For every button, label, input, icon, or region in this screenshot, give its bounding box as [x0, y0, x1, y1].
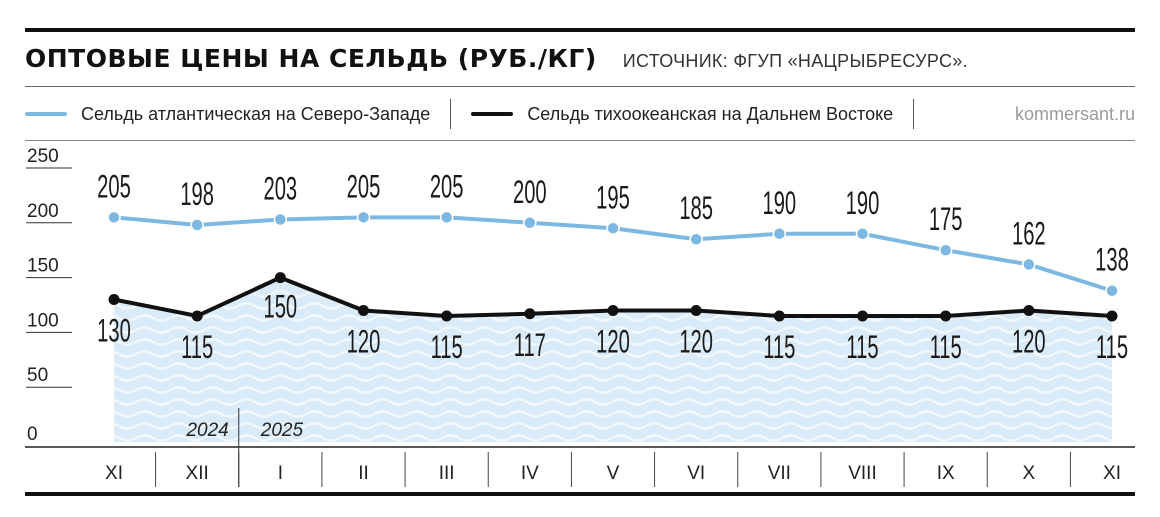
data-point-atlantic — [1022, 257, 1036, 272]
chart-source: ИСТОЧНИК: ФГУП «НАЦРЫБРЕСУРС». — [622, 51, 968, 71]
data-point-pacific — [274, 272, 286, 284]
data-label-atlantic: 195 — [596, 180, 630, 216]
data-label-pacific: 115 — [763, 329, 795, 365]
x-tick-label: V — [607, 463, 620, 484]
credit-link[interactable]: kommersant.ru — [1014, 103, 1135, 124]
x-tick-label: XI — [105, 463, 123, 484]
x-tick-label: VI — [687, 463, 705, 484]
data-point-atlantic — [855, 227, 870, 241]
data-point-atlantic — [606, 221, 620, 236]
data-point-pacific — [773, 310, 785, 322]
data-label-atlantic: 200 — [513, 174, 547, 210]
x-tick-label: XII — [186, 463, 209, 484]
data-point-pacific — [690, 304, 702, 316]
data-point-atlantic — [190, 218, 204, 232]
y-tick-label: 50 — [27, 365, 48, 386]
x-tick-label: IV — [521, 463, 539, 484]
y-tick-label: 100 — [27, 310, 59, 331]
data-label-pacific: 115 — [846, 329, 878, 365]
chart-title: ОПТОВЫЕ ЦЕНЫ НА СЕЛЬДЬ (РУБ./КГ) — [25, 44, 597, 73]
data-point-atlantic — [439, 210, 454, 225]
x-tick-label: IX — [937, 463, 955, 484]
legend-item-atlantic: Сельдь атлантическая на Северо-Западе — [25, 104, 430, 125]
data-point-atlantic — [772, 227, 787, 241]
y-tick-label: 150 — [27, 256, 59, 277]
x-tick-label: XI — [1103, 463, 1121, 484]
year-label: 2025 — [260, 420, 304, 441]
data-label-atlantic: 198 — [180, 176, 214, 212]
x-tick-label: III — [439, 463, 455, 484]
data-point-pacific — [1023, 304, 1035, 316]
legend-divider — [25, 140, 1135, 141]
data-point-pacific — [1106, 310, 1118, 322]
title-divider — [25, 86, 1135, 87]
data-point-pacific — [607, 304, 619, 316]
y-tick-label: 0 — [27, 424, 38, 445]
data-label-atlantic: 205 — [430, 169, 464, 205]
y-tick-label: 200 — [27, 201, 59, 222]
data-point-atlantic — [938, 243, 953, 257]
legend-separator — [450, 99, 452, 129]
data-point-pacific — [358, 304, 369, 316]
data-label-pacific: 115 — [431, 329, 463, 365]
data-label-pacific: 115 — [1096, 329, 1128, 365]
y-tick-label: 250 — [27, 146, 59, 167]
x-tick-label: X — [1022, 463, 1035, 484]
x-tick-label: VII — [768, 463, 791, 484]
legend-item-pacific: Сельдь тихоокеанская на Дальнем Востоке — [471, 104, 893, 125]
data-label-pacific: 120 — [347, 324, 381, 360]
bottom-rule — [25, 492, 1135, 496]
data-label-atlantic: 203 — [264, 171, 298, 207]
legend-label-atlantic: Сельдь атлантическая на Северо-Западе — [81, 103, 431, 124]
data-label-atlantic: 185 — [679, 190, 713, 226]
data-point-pacific — [191, 310, 203, 322]
data-point-atlantic — [273, 212, 288, 227]
data-label-pacific: 115 — [930, 329, 962, 365]
data-label-atlantic: 190 — [846, 185, 880, 221]
data-point-pacific — [524, 308, 536, 320]
data-label-pacific: 117 — [514, 327, 546, 363]
data-label-pacific: 150 — [264, 289, 298, 325]
data-point-pacific — [108, 294, 120, 306]
year-label: 2024 — [185, 420, 228, 441]
legend-separator — [913, 99, 915, 129]
data-point-atlantic — [523, 216, 537, 230]
legend: Сельдь атлантическая на Северо-Западе Се… — [25, 96, 1135, 132]
data-label-pacific: 120 — [596, 324, 630, 360]
data-label-atlantic: 205 — [97, 169, 131, 205]
data-point-atlantic — [1105, 284, 1119, 298]
data-point-pacific — [441, 310, 453, 322]
data-label-atlantic: 175 — [929, 201, 963, 237]
data-label-pacific: 120 — [1012, 324, 1046, 360]
legend-swatch-pacific — [471, 112, 514, 116]
x-tick-label: I — [278, 463, 283, 484]
data-point-pacific — [857, 310, 868, 322]
data-label-atlantic: 162 — [1012, 216, 1046, 252]
data-label-atlantic: 190 — [763, 185, 797, 221]
title-row: ОПТОВЫЕ ЦЕНЫ НА СЕЛЬДЬ (РУБ./КГ) ИСТОЧНИ… — [25, 44, 968, 78]
data-point-atlantic — [356, 210, 371, 225]
x-tick-label: II — [358, 463, 369, 484]
data-label-pacific: 115 — [181, 329, 213, 365]
data-point-pacific — [940, 310, 952, 322]
data-point-atlantic — [107, 210, 121, 225]
data-label-pacific: 120 — [679, 324, 713, 360]
top-rule — [25, 28, 1135, 32]
data-point-atlantic — [689, 232, 703, 246]
x-tick-label: VIII — [848, 463, 877, 484]
legend-label-pacific: Сельдь тихоокеанская на Дальнем Востоке — [527, 103, 894, 124]
data-label-atlantic: 205 — [347, 169, 381, 205]
legend-swatch-atlantic — [25, 112, 67, 116]
data-label-atlantic: 138 — [1095, 242, 1129, 278]
data-label-pacific: 130 — [97, 313, 131, 349]
